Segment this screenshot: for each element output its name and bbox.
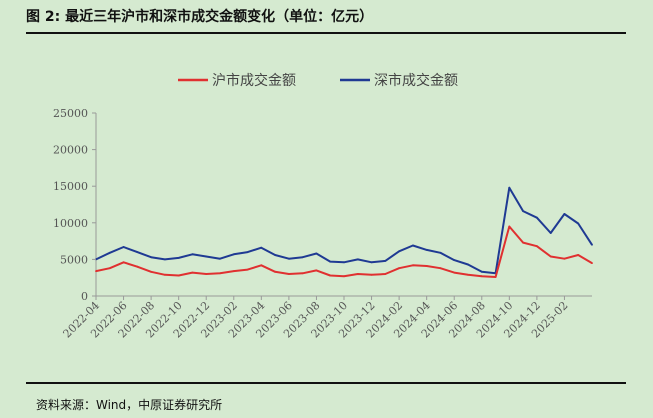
data-point xyxy=(219,272,221,275)
data-point xyxy=(577,222,580,225)
title-rule xyxy=(26,32,626,34)
data-point xyxy=(177,257,180,259)
data-point xyxy=(398,250,400,253)
data-point xyxy=(177,274,180,277)
data-point xyxy=(164,273,166,276)
data-point xyxy=(219,257,221,260)
y-tick-label: 15000 xyxy=(53,180,88,193)
data-point xyxy=(343,261,345,264)
y-tick-label: 5000 xyxy=(60,253,88,266)
data-point xyxy=(288,273,290,275)
data-point xyxy=(522,241,524,244)
data-point xyxy=(191,253,194,256)
data-point xyxy=(453,271,456,274)
data-point xyxy=(577,254,580,256)
data-point xyxy=(136,251,139,254)
footer-rule xyxy=(26,382,626,384)
data-point xyxy=(164,258,166,261)
y-axis-ticks: 0 5000 10000 15000 20000 25000 xyxy=(53,107,96,303)
y-tick-label: 20000 xyxy=(53,144,88,157)
data-point xyxy=(329,274,332,277)
data-point xyxy=(536,216,538,219)
data-point xyxy=(315,269,318,272)
data-point xyxy=(329,260,332,263)
data-point xyxy=(150,256,153,259)
y-tick-label: 10000 xyxy=(53,217,88,230)
data-point xyxy=(205,255,208,258)
y-tick-label: 0 xyxy=(81,290,88,303)
data-point xyxy=(288,257,290,260)
data-point xyxy=(467,273,469,276)
data-point xyxy=(356,258,359,261)
data-point xyxy=(439,267,442,270)
plot-area xyxy=(95,186,593,278)
data-point xyxy=(425,265,428,267)
data-point xyxy=(467,263,469,266)
data-point xyxy=(522,210,524,213)
data-point xyxy=(412,264,414,267)
data-point xyxy=(508,225,511,228)
data-point xyxy=(260,264,263,267)
data-point xyxy=(384,273,387,275)
data-point xyxy=(150,270,153,273)
legend: 沪市成交金额 深市成交金额 xyxy=(178,72,458,89)
data-point xyxy=(246,251,249,254)
data-point xyxy=(246,268,249,271)
legend-label: 沪市成交金额 xyxy=(212,72,296,89)
data-point xyxy=(108,267,111,270)
data-point xyxy=(370,261,373,264)
data-point xyxy=(591,262,593,264)
data-point xyxy=(370,273,373,276)
data-point xyxy=(191,271,194,274)
source-note: 资料来源：Wind，中原证券研究所 xyxy=(36,398,223,412)
x-axis-ticks: 2022-042022-062022-082022-102022-122023-… xyxy=(61,296,571,340)
data-point xyxy=(122,246,125,248)
data-point xyxy=(301,256,304,259)
data-point xyxy=(494,276,497,278)
data-point xyxy=(232,270,235,272)
data-point xyxy=(563,213,566,215)
data-point xyxy=(549,232,552,234)
data-point xyxy=(108,251,111,254)
legend-label: 深市成交金额 xyxy=(374,72,458,89)
data-point xyxy=(274,254,276,256)
data-point xyxy=(536,245,538,248)
data-point xyxy=(315,252,318,255)
data-point xyxy=(136,265,139,268)
chart: 沪市成交金额 深市成交金额 0 5000 10000 15000 20000 25000 2… xyxy=(53,72,593,340)
line-series-sz xyxy=(95,186,593,275)
data-point xyxy=(425,249,428,251)
data-point xyxy=(563,257,566,260)
data-point xyxy=(122,261,125,264)
y-tick-label: 25000 xyxy=(53,107,88,120)
data-point xyxy=(356,273,359,275)
data-point xyxy=(508,186,511,189)
data-point xyxy=(412,244,414,247)
figure-title: 图 2: 最近三年沪市和深市成交金额变化（单位：亿元） xyxy=(26,9,374,25)
data-point xyxy=(384,260,387,262)
data-point xyxy=(274,270,276,273)
data-point xyxy=(480,275,483,278)
data-point xyxy=(301,272,304,275)
data-point xyxy=(453,259,456,261)
data-point xyxy=(95,270,97,272)
data-point xyxy=(439,251,442,254)
axes xyxy=(95,113,592,297)
data-point xyxy=(343,275,345,278)
data-point xyxy=(205,273,208,275)
data-point xyxy=(398,267,400,270)
data-point xyxy=(232,253,235,256)
data-point xyxy=(591,243,593,246)
line-series-sh xyxy=(95,225,593,278)
data-point xyxy=(549,255,552,258)
data-point xyxy=(260,246,263,249)
data-point xyxy=(480,270,483,273)
